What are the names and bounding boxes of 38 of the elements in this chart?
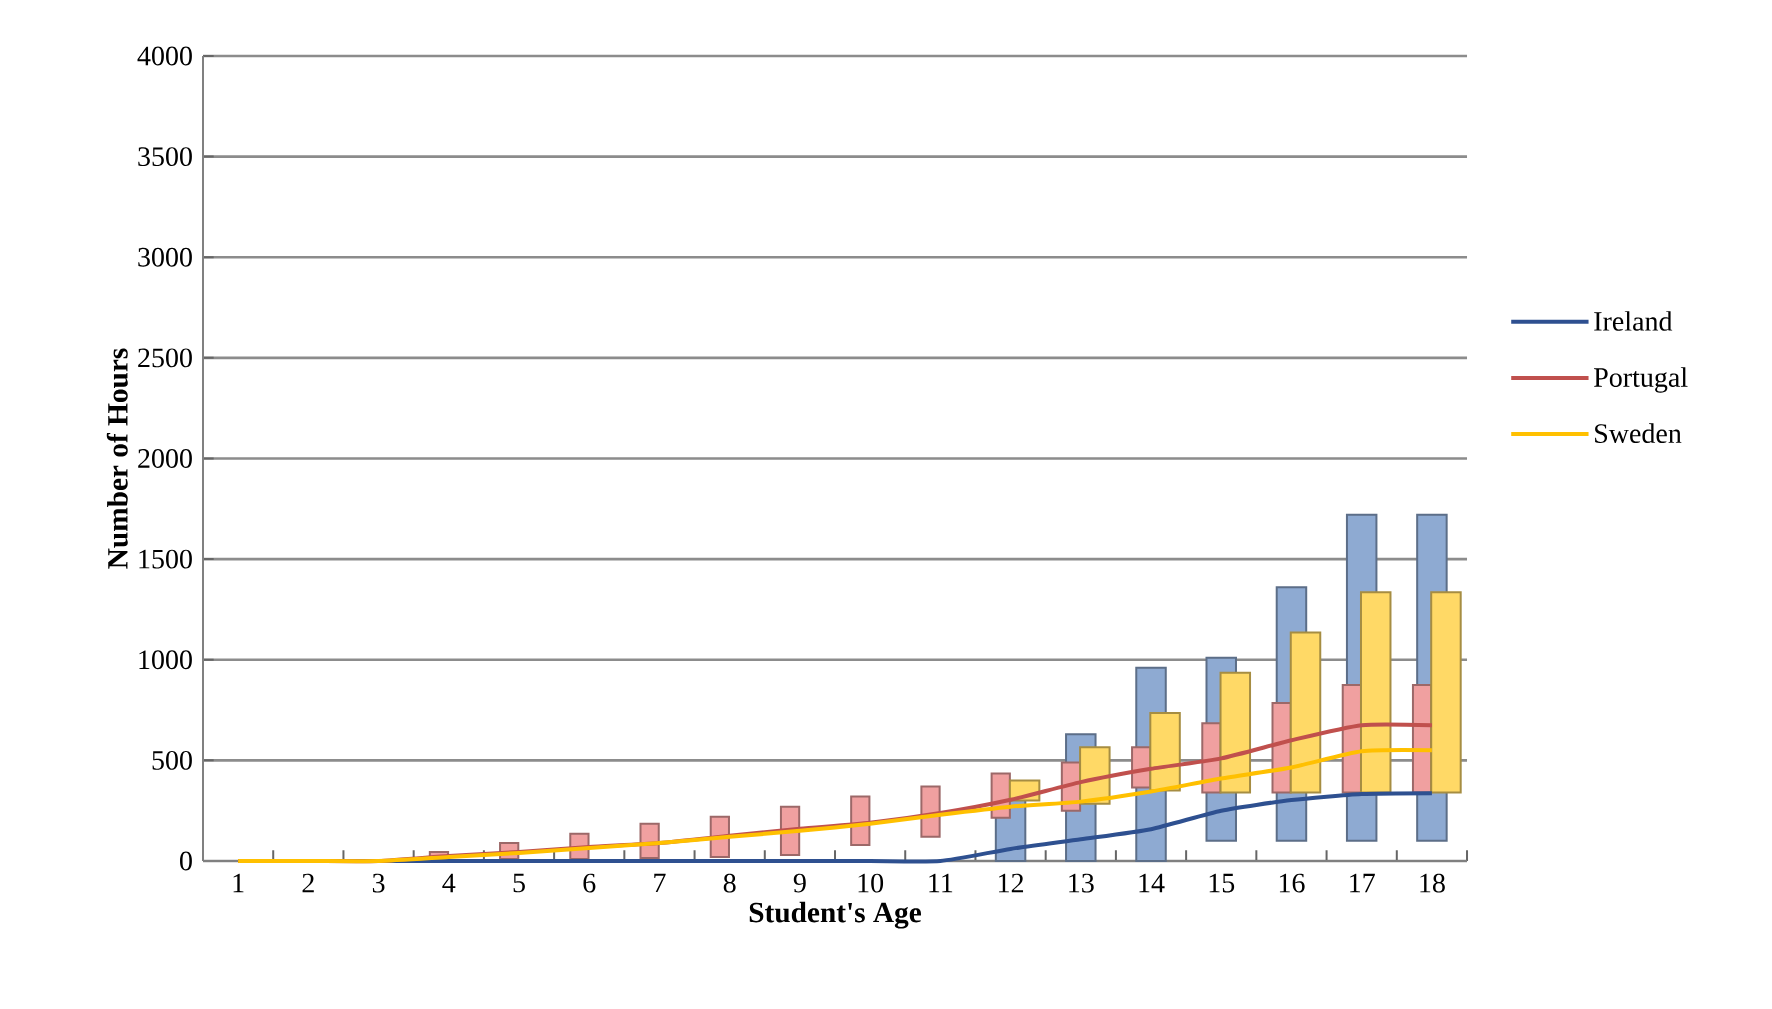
x-tick-label: 7: [654, 873, 666, 893]
bar: [1430, 591, 1462, 794]
x-tick-label: 9: [793, 873, 806, 893]
x-tick-label: 4: [442, 873, 456, 893]
legend-label: Sweden: [1595, 423, 1682, 444]
bar: [1289, 631, 1322, 794]
x-tick-label: 1: [233, 873, 244, 893]
x-tick-label: 16: [1279, 873, 1305, 893]
y-tick-label: 2500: [138, 348, 192, 368]
x-tick-label: 18: [1420, 873, 1445, 893]
y-tick-label: 1000: [139, 650, 192, 670]
bar: [1359, 591, 1392, 794]
y-tick-label: 2000: [138, 449, 192, 468]
legend-label: Ireland: [1594, 311, 1673, 331]
x-tick-label: 5: [513, 873, 525, 893]
x-tick-label: 15: [1209, 873, 1235, 893]
line-series: [236, 748, 1434, 864]
legend-label: Portugal: [1594, 367, 1688, 393]
y-tick-label: 4000: [137, 46, 192, 66]
y-tick-label: 3000: [138, 247, 192, 267]
bar: [1149, 712, 1181, 792]
x-tick-label: 10: [858, 873, 884, 893]
x-tick-label: 8: [723, 873, 736, 893]
y-axis-title: Number of Hours: [106, 348, 128, 569]
x-axis-title: Student's Age: [749, 901, 921, 929]
bar: [1219, 671, 1252, 794]
y-tick-label: 500: [152, 750, 192, 770]
y-tick-label: 1500: [139, 549, 192, 569]
x-tick-label: 14: [1139, 873, 1165, 893]
y-tick-label: 0: [180, 851, 192, 871]
x-tick-label: 3: [372, 873, 385, 893]
x-tick-label: 12: [999, 873, 1024, 893]
y-tick-label: 3500: [138, 147, 192, 167]
x-tick-label: 2: [302, 873, 314, 893]
x-tick-label: 17: [1350, 873, 1375, 893]
x-tick-label: 11: [929, 873, 953, 893]
x-tick-label: 13: [1069, 873, 1094, 893]
x-tick-label: 6: [583, 873, 596, 893]
